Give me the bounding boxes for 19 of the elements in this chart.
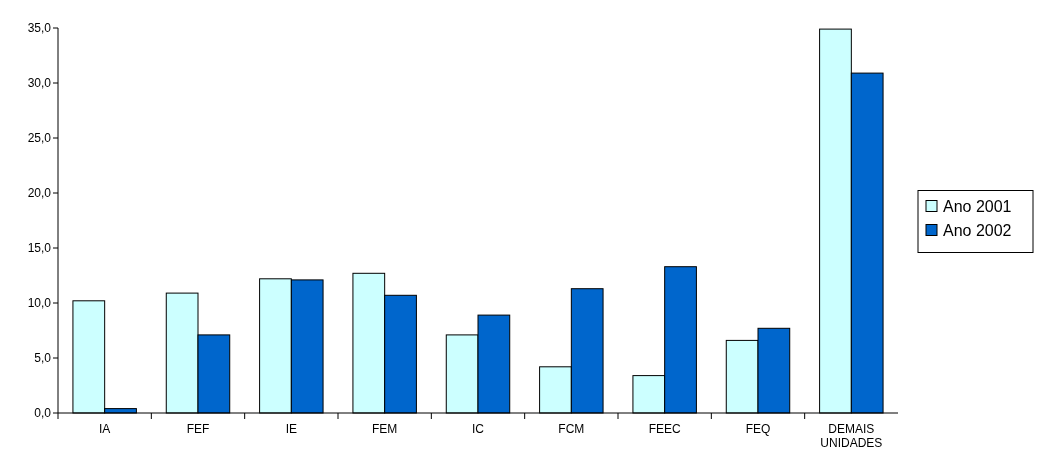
x-tick-label: IE (285, 422, 298, 436)
y-tick-label: 30,0 (27, 76, 52, 91)
y-tick-label: 20,0 (27, 186, 52, 201)
x-tick-label: FCM (558, 422, 585, 436)
y-tick-label: 0,0 (34, 406, 52, 421)
legend-label: Ano 2002 (943, 222, 1012, 240)
y-tick-label: 35,0 (27, 21, 52, 36)
y-tick-label: 5,0 (34, 351, 52, 366)
y-tick-label: 10,0 (27, 296, 52, 311)
x-tick-label: FEEC (648, 422, 681, 436)
x-tick-label: FEQ (745, 422, 771, 436)
x-tick-label: IA (98, 422, 111, 436)
x-tick-label: IC (472, 422, 485, 436)
x-tick-label: FEM (371, 422, 398, 436)
y-tick-label: 25,0 (27, 131, 52, 146)
legend-label: Ano 2001 (943, 198, 1012, 216)
x-tick-label: FEF (186, 422, 210, 436)
x-tick-label: DEMAIS UNIDADES (820, 422, 883, 451)
y-tick-label: 15,0 (27, 241, 52, 256)
